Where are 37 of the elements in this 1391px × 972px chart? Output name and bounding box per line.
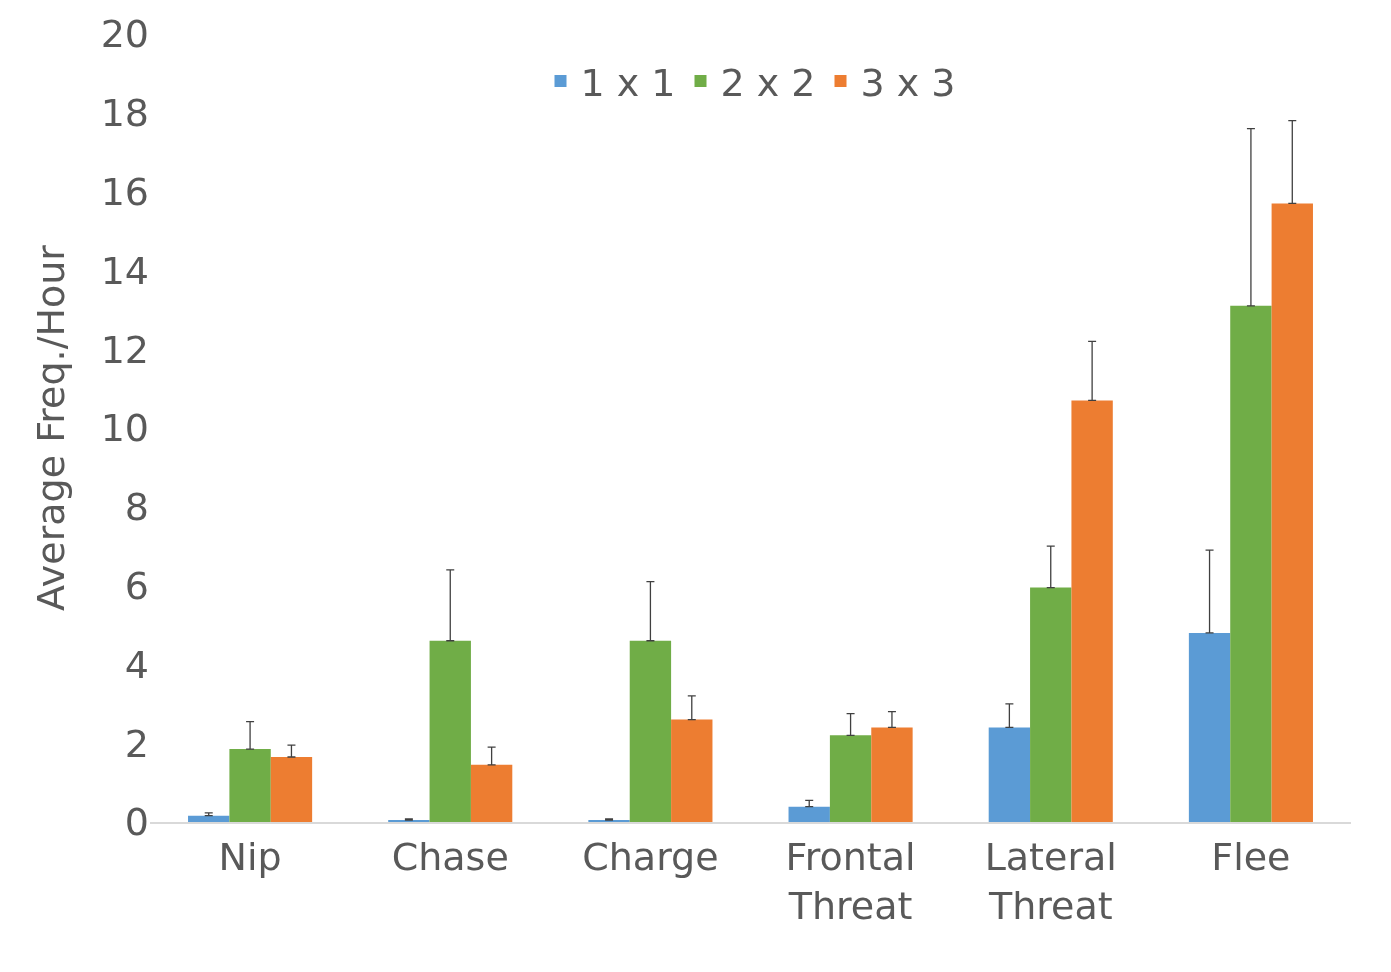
- x-tick-label: Frontal Threat: [785, 834, 916, 928]
- bar: [1071, 400, 1113, 822]
- legend-label: 2 x 2: [720, 60, 816, 105]
- y-tick-label: 12: [100, 327, 149, 372]
- bar: [629, 640, 672, 822]
- bar: [229, 749, 271, 822]
- x-tick-label: Flee: [1211, 834, 1291, 879]
- x-tick-label: Chase: [391, 834, 509, 879]
- y-tick-label: 18: [100, 91, 149, 136]
- y-tick-label: 16: [100, 169, 149, 214]
- y-axis-title: Average Freq./Hour: [29, 244, 73, 611]
- bar: [1188, 632, 1231, 822]
- y-tick-label: 14: [100, 248, 149, 293]
- bar: [429, 640, 471, 822]
- y-tick-label: 20: [100, 12, 149, 57]
- bar: [1271, 203, 1313, 822]
- y-tick-label: 6: [124, 563, 149, 608]
- bar: [270, 756, 313, 822]
- x-tick-label: Charge: [582, 834, 719, 879]
- legend-label: 3 x 3: [860, 60, 956, 105]
- x-tick-label: Lateral Threat: [984, 834, 1117, 928]
- y-tick-label: 10: [100, 406, 149, 451]
- x-tick-label: Nip: [218, 834, 282, 879]
- bar: [788, 806, 830, 822]
- legend-label: 1 x 1: [580, 60, 676, 105]
- y-tick-label: 8: [124, 485, 149, 530]
- bar: [829, 735, 872, 822]
- bar: [1030, 587, 1072, 822]
- bar: [671, 719, 713, 822]
- y-tick-label: 0: [124, 800, 149, 845]
- bar: [988, 727, 1031, 822]
- bar: [470, 764, 513, 822]
- y-tick-label: 4: [124, 642, 149, 687]
- bar: [188, 815, 230, 822]
- bar: [1230, 305, 1272, 822]
- bar: [871, 727, 913, 822]
- y-tick-label: 2: [124, 721, 149, 766]
